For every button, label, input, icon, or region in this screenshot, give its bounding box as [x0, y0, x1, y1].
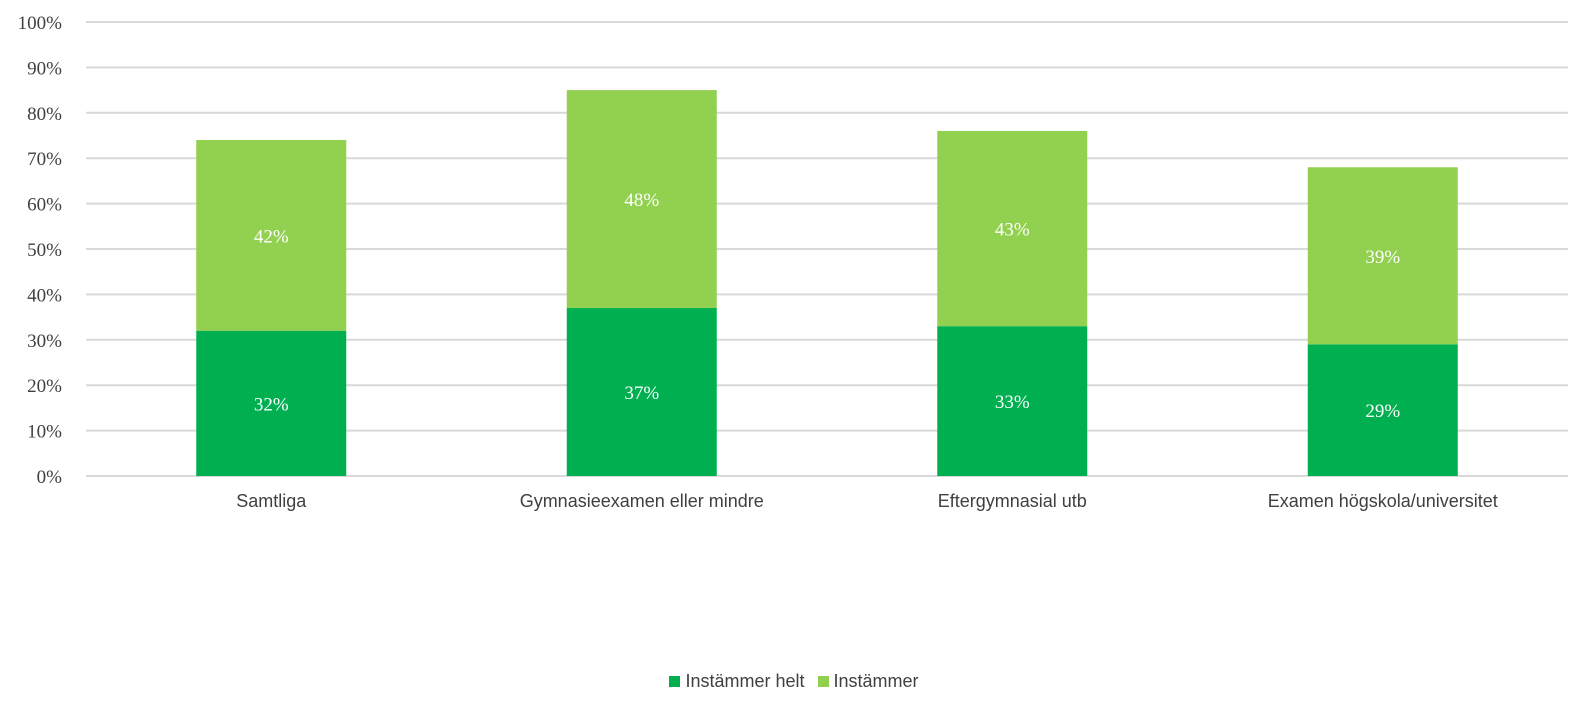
- y-tick-label: 70%: [27, 149, 62, 170]
- y-tick-label: 80%: [27, 104, 62, 125]
- bar-segment: [937, 130, 1088, 327]
- legend-label: Instämmer helt: [685, 671, 805, 691]
- x-category-label: Eftergymnasial utb: [938, 491, 1087, 511]
- legend: Instämmer helt Instämmer: [0, 671, 1588, 692]
- y-tick-label: 60%: [27, 195, 62, 216]
- legend-swatch: [669, 676, 681, 687]
- y-tick-label: 50%: [27, 240, 62, 261]
- y-tick-label: 90%: [27, 58, 62, 79]
- legend-swatch: [817, 676, 829, 687]
- bar-segment: [566, 308, 717, 476]
- y-tick-label: 30%: [27, 331, 62, 352]
- y-axis-tick-labels: 0% 10% 20% 30% 40% 50% 60% 70% 80% 90% 100%: [18, 13, 63, 488]
- data-labels: 32% 42% 37% 48% 33% 43% 29% 39%: [254, 190, 1401, 422]
- y-tick-label: 0%: [37, 467, 63, 488]
- data-label: 33%: [995, 392, 1030, 413]
- bar-segment: [1307, 167, 1458, 345]
- x-axis-category-labels: Samtliga Gymnasieexamen eller mindre Efter…: [236, 491, 1498, 511]
- bars: [196, 90, 1458, 476]
- y-tick-label: 20%: [27, 376, 62, 397]
- y-tick-label: 40%: [27, 285, 62, 306]
- data-label: 48%: [624, 190, 659, 211]
- y-tick-label: 10%: [27, 422, 62, 443]
- bar-segment: [1307, 344, 1458, 476]
- y-tick-label: 100%: [18, 13, 63, 34]
- bar-segment: [196, 140, 347, 331]
- data-label: 43%: [995, 220, 1030, 241]
- legend-item-instammer: Instämmer: [817, 671, 919, 692]
- data-label: 37%: [624, 383, 659, 404]
- legend-label: Instämmer: [833, 671, 919, 691]
- x-category-label: Gymnasieexamen eller mindre: [520, 491, 764, 511]
- x-category-label: Samtliga: [236, 491, 307, 511]
- bar-segment: [937, 326, 1088, 476]
- data-label: 29%: [1365, 401, 1400, 422]
- data-label: 32%: [254, 394, 289, 415]
- bar-segment: [196, 330, 347, 476]
- legend-item-instammer-helt: Instämmer helt: [669, 671, 805, 692]
- x-category-label: Examen högskola/universitet: [1268, 491, 1498, 511]
- data-label: 39%: [1365, 247, 1400, 268]
- bar-segment: [566, 90, 717, 309]
- data-label: 42%: [254, 226, 289, 247]
